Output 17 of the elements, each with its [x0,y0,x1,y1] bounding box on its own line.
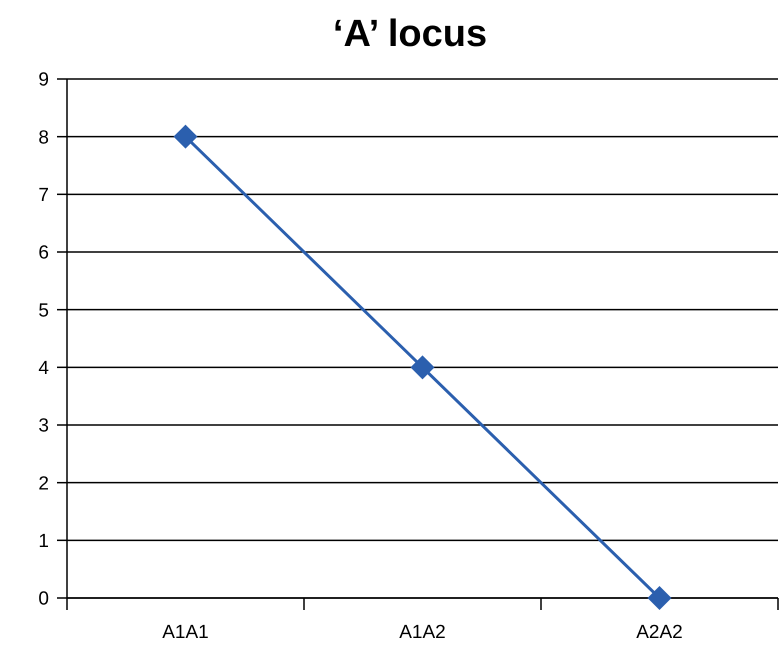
x-tick-label: A1A1 [162,622,209,643]
y-tick-label: 9 [38,70,49,91]
y-tick-label: 8 [38,127,49,148]
point [648,586,672,610]
y-tick-label: 3 [38,416,49,437]
y-tick-label: 1 [38,530,49,552]
x-tick-label: A1A2 [399,622,446,643]
y-tick-label: 7 [38,184,49,206]
y-tick-label: 5 [38,300,49,322]
y-tick-label: 0 [38,588,49,610]
chart-title: ‘A’ locus [332,13,488,55]
point [174,124,198,149]
y-tick-label: 4 [38,358,50,379]
x-tick-label: A2A2 [636,622,683,643]
y-tick-label: 2 [38,473,49,494]
y-tick-label: 6 [38,242,49,264]
point [410,355,434,380]
